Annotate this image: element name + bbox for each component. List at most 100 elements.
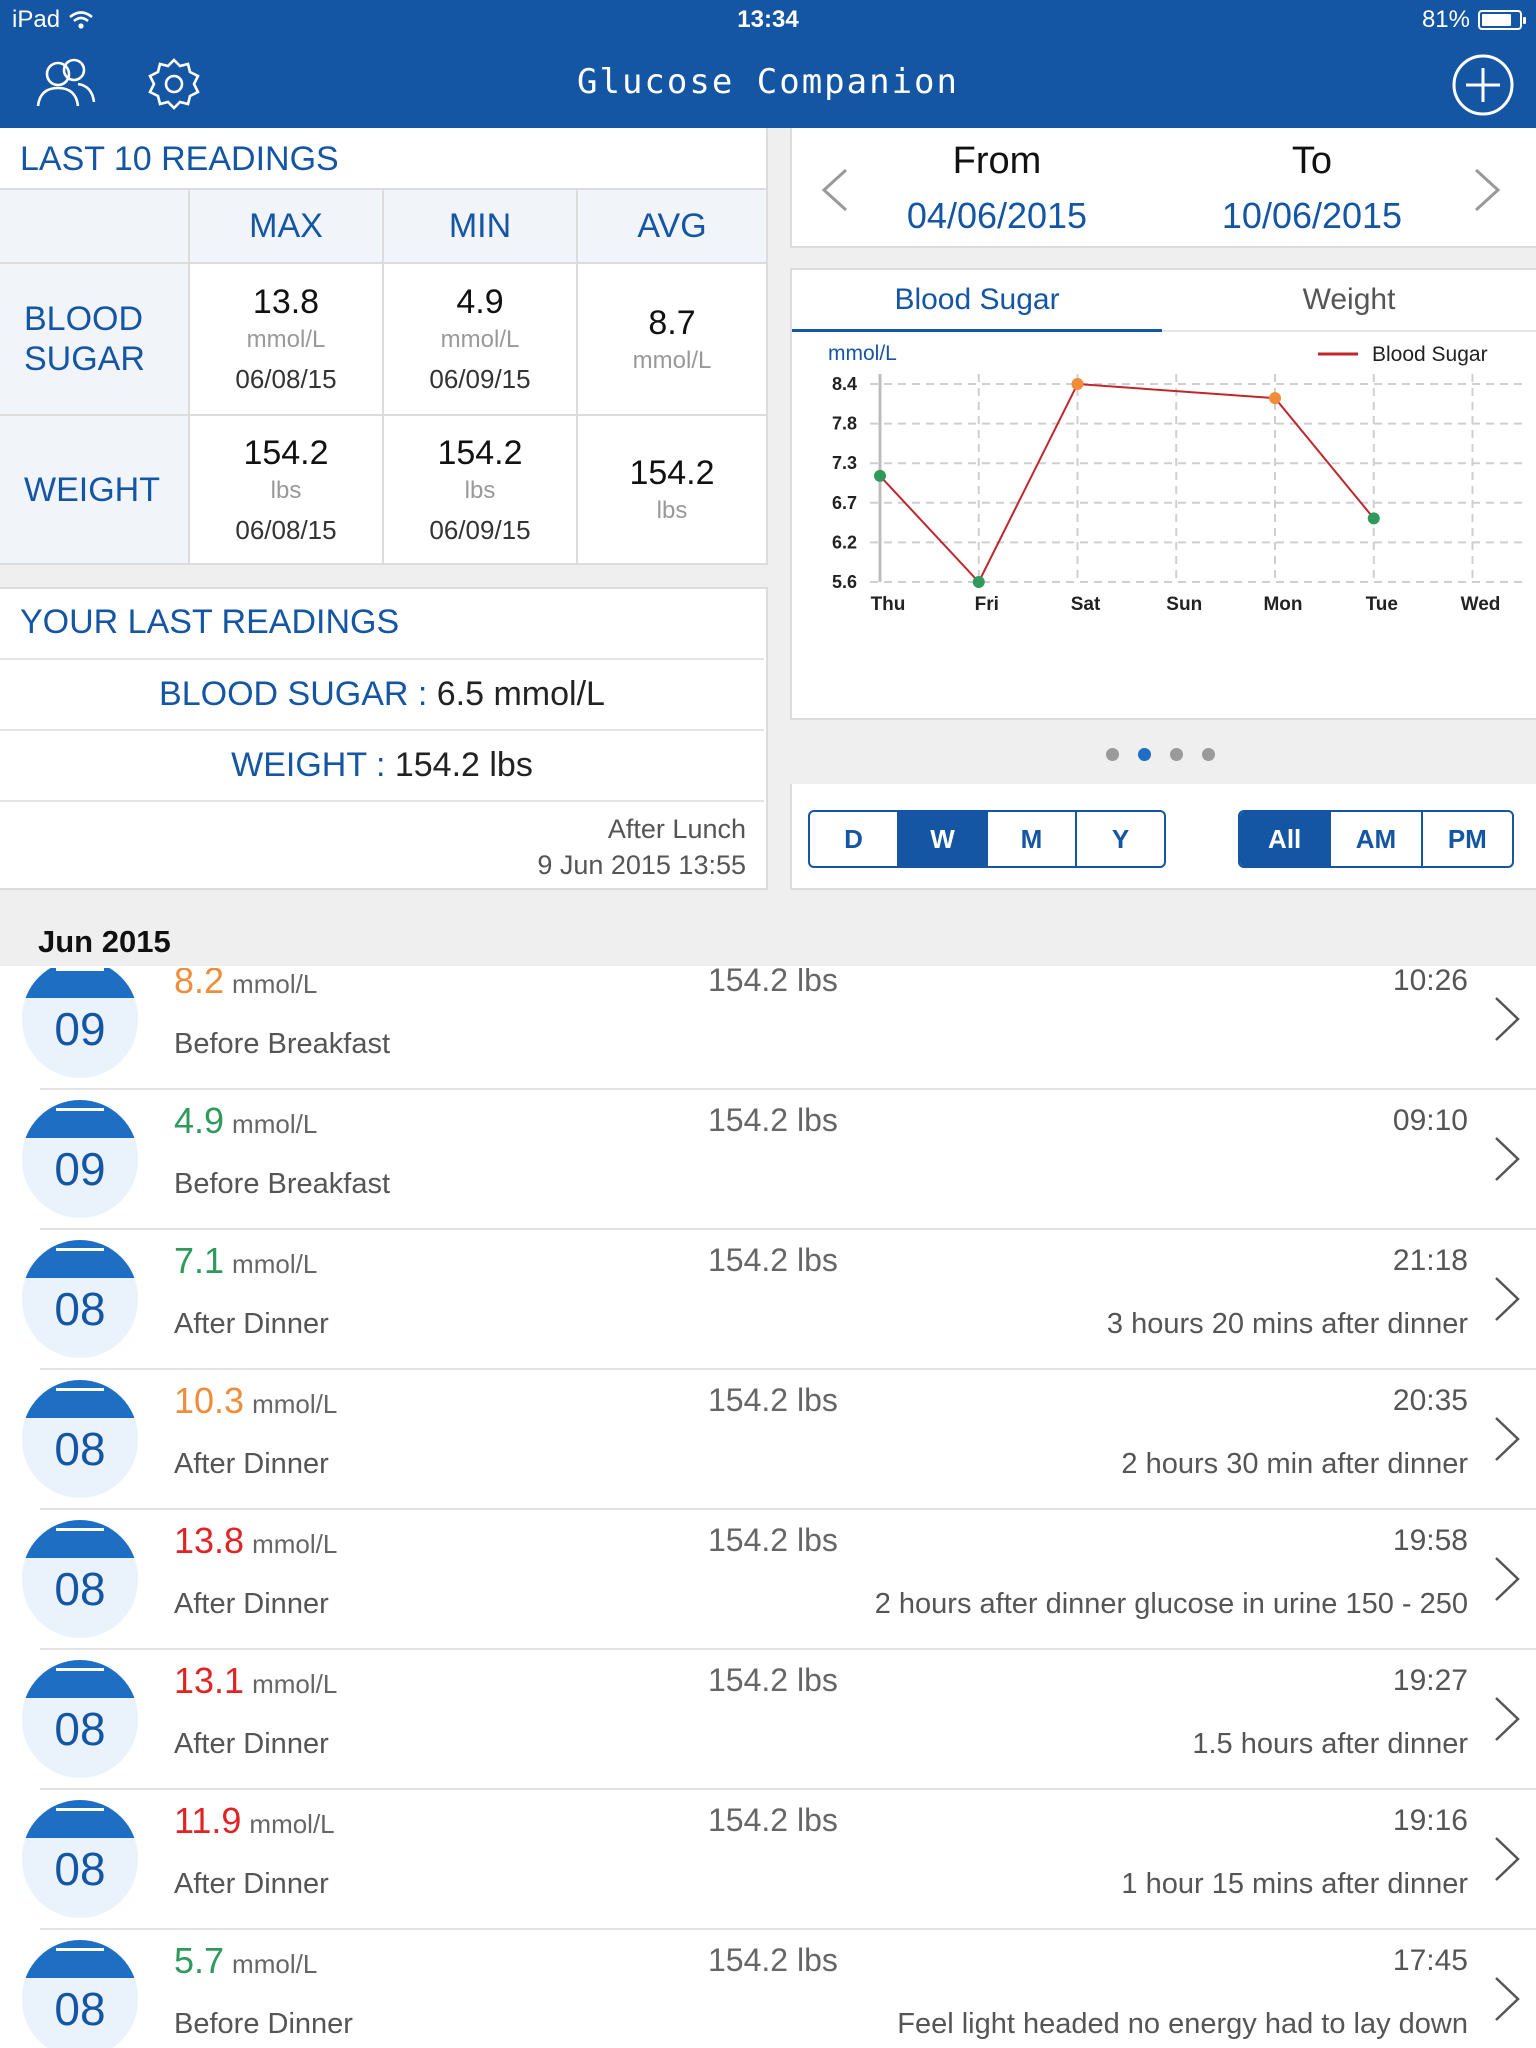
y-tick-label: 5.6 — [832, 572, 857, 592]
reading-glucose-value: 13.1 — [174, 1660, 245, 1701]
page-dot-4[interactable] — [1202, 748, 1215, 761]
users-icon[interactable] — [34, 54, 98, 114]
reading-glucose: 4.9 mmol/L — [174, 1100, 317, 1142]
header-blank — [0, 190, 190, 264]
data-point[interactable] — [1269, 392, 1281, 405]
reading-note: Feel light headed no energy had to lay d… — [897, 2008, 1468, 2040]
chevron-right-icon — [1495, 1557, 1520, 1601]
last-reading-timestamp: 9 Jun 2015 13:55 — [537, 850, 746, 880]
reading-row[interactable]: 09 8.2 mmol/L 154.2 lbs 10:26 Before Breakfas… — [0, 968, 1536, 1090]
reading-glucose: 10.3 mmol/L — [174, 1380, 337, 1422]
reading-glucose-unit: mmol/L — [232, 1109, 318, 1139]
x-tick-label: Wed — [1461, 594, 1501, 615]
blood-sugar-chart: 8.4 7.8 7.3 6.7 6.2 5.6 Thu Fri Sat Sun Mon Tue Wed… — [828, 342, 1526, 615]
page-dot-2[interactable] — [1138, 748, 1151, 761]
period-day[interactable]: D — [810, 812, 899, 866]
chevron-right-icon — [1495, 1417, 1520, 1461]
reading-glucose: 8.2 mmol/L — [174, 968, 317, 1002]
range-from[interactable]: From 04/06/2015 — [906, 140, 1088, 236]
reading-meal: After Dinner — [174, 1588, 329, 1620]
x-tick-label: Mon — [1263, 594, 1302, 615]
last-reading-meta: After Lunch 9 Jun 2015 13:55 — [537, 811, 746, 883]
settings-gear-icon[interactable] — [142, 54, 206, 114]
reading-row[interactable]: 08 11.9 mmol/L 154.2 lbs 19:16 After Dinner 1 … — [0, 1790, 1536, 1930]
data-point[interactable] — [874, 469, 886, 482]
time-am[interactable]: AM — [1331, 812, 1423, 866]
reading-meal: After Dinner — [174, 1448, 329, 1480]
x-tick-label: Sat — [1071, 594, 1101, 615]
reading-row[interactable]: 08 10.3 mmol/L 154.2 lbs 20:35 After Dinner 2 … — [0, 1370, 1536, 1510]
reading-row[interactable]: 08 13.8 mmol/L 154.2 lbs 19:58 After Dinner 2 … — [0, 1510, 1536, 1650]
status-left: iPad — [12, 6, 94, 34]
data-point[interactable] — [972, 576, 985, 588]
row-label-blood-sugar: BLOOD SUGAR — [0, 264, 190, 416]
reading-glucose-value: 4.9 — [174, 1100, 225, 1141]
reading-glucose-unit: mmol/L — [232, 1249, 318, 1279]
reading-row[interactable]: 08 7.1 mmol/L 154.2 lbs 21:18 After Dinner 3 h… — [0, 1230, 1536, 1370]
previous-range-chevron-icon[interactable] — [820, 166, 850, 214]
tab-blood-sugar[interactable]: Blood Sugar — [792, 270, 1162, 332]
app-title: Glucose Companion — [577, 62, 959, 102]
page-dot-3[interactable] — [1170, 748, 1183, 761]
data-point[interactable] — [1367, 512, 1380, 525]
status-right: 81% — [1422, 6, 1526, 34]
wifi-icon — [69, 11, 93, 29]
header-avg: AVG — [578, 190, 766, 264]
time-pm[interactable]: PM — [1447, 824, 1487, 854]
page-dot-1[interactable] — [1106, 748, 1119, 761]
reading-meal: After Dinner — [174, 1308, 329, 1340]
status-time: 13:34 — [737, 6, 799, 33]
reading-note: 1.5 hours after dinner — [1192, 1728, 1468, 1760]
reading-meal: After Dinner — [174, 1728, 329, 1760]
calendar-day-badge: 08 — [22, 1940, 138, 2048]
reading-note: 3 hours 20 mins after dinner — [1106, 1308, 1468, 1340]
reading-glucose-value: 11.9 — [174, 1800, 242, 1841]
reading-glucose-value: 5.7 — [174, 1940, 225, 1981]
x-tick-label: Tue — [1366, 594, 1398, 615]
reading-time: 21:18 — [1392, 1244, 1468, 1277]
chevron-right-icon — [1495, 1837, 1520, 1881]
last-weight: WEIGHT : 154.2 lbs — [0, 731, 764, 802]
chevron-right-icon — [1495, 1977, 1520, 2021]
period-month[interactable]: M — [988, 812, 1077, 866]
reading-meal: After Dinner — [174, 1868, 329, 1900]
add-reading-icon[interactable] — [1450, 52, 1516, 118]
data-point[interactable] — [1071, 378, 1084, 390]
wt-avg-cell: 154.2 lbs — [629, 454, 715, 524]
y-tick-label: 6.7 — [832, 493, 857, 513]
reading-weight: 154.2 lbs — [708, 1102, 838, 1138]
reading-glucose-value: 8.2 — [174, 968, 225, 1001]
period-year[interactable]: Y — [1111, 824, 1130, 854]
chevron-right-icon — [1495, 997, 1520, 1041]
period-week[interactable]: W — [899, 812, 988, 866]
reading-row[interactable]: 08 5.7 mmol/L 154.2 lbs 17:45 Before Dinner Fe… — [0, 1930, 1536, 2048]
reading-weight: 154.2 lbs — [708, 1802, 838, 1838]
reading-time: 09:10 — [1392, 1104, 1468, 1137]
month-label: Jun 2015 — [38, 924, 171, 959]
reading-glucose-unit: mmol/L — [252, 1389, 338, 1419]
stats-table: MAX MIN AVG BLOOD SUGAR 13.8 mmol/L 06/0… — [0, 190, 768, 563]
reading-glucose-unit: mmol/L — [249, 1809, 335, 1839]
chevron-right-icon — [1495, 1137, 1520, 1181]
reading-note: 1 hour 15 mins after dinner — [1121, 1868, 1468, 1900]
range-to[interactable]: To 10/06/2015 — [1221, 140, 1403, 236]
tab-weight[interactable]: Weight — [1162, 270, 1536, 332]
last-10-title: LAST 10 READINGS — [20, 140, 339, 178]
calendar-day-badge: 08 — [22, 1800, 138, 1918]
chart-panel: Blood Sugar Weight 8.4 7.8 7.3 6.7 6.2 5.6 Th… — [790, 268, 1536, 720]
last-reading-context: After Lunch — [607, 814, 746, 844]
date-range-panel: From 04/06/2015 To 10/06/2015 — [790, 128, 1536, 248]
next-range-chevron-icon[interactable] — [1472, 166, 1502, 214]
calendar-day-badge: 08 — [22, 1660, 138, 1778]
calendar-day-badge: 08 — [22, 1240, 138, 1358]
reading-day: 09 — [54, 1003, 106, 1055]
reading-time: 19:16 — [1392, 1804, 1468, 1837]
period-segmented-control: D W M Y — [808, 810, 1166, 868]
time-all[interactable]: All — [1240, 812, 1332, 866]
reading-time: 17:45 — [1392, 1944, 1468, 1977]
chevron-right-icon — [1495, 1697, 1520, 1741]
reading-row[interactable]: 08 13.1 mmol/L 154.2 lbs 19:27 After Dinner 1.… — [0, 1650, 1536, 1790]
reading-glucose-value: 13.8 — [174, 1520, 245, 1561]
reading-weight: 154.2 lbs — [708, 1382, 838, 1418]
reading-row[interactable]: 09 4.9 mmol/L 154.2 lbs 09:10 Before Breakfas… — [0, 1090, 1536, 1230]
